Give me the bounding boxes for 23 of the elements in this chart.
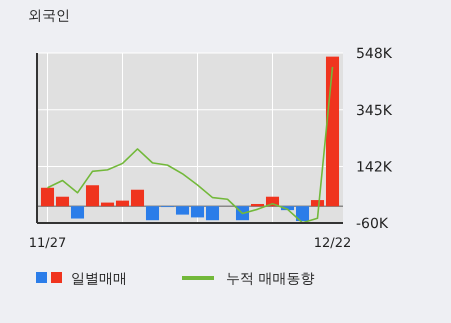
bar [190,206,204,218]
bar [296,206,310,222]
legend-label: 누적 매매동향 [226,271,314,287]
bar [326,56,340,206]
y-tick-label: 142K [356,160,393,176]
y-tick-label: 548K [356,46,393,62]
bar [146,206,160,220]
bar [206,206,220,220]
y-tick-label: -60K [356,216,389,232]
legend-label: 일별매매 [71,271,127,287]
chart-title: 외국인 [28,8,70,24]
x-tick-label: 11/27 [28,236,66,251]
y-tick-label: 345K [356,102,393,119]
bar [130,190,144,206]
line-series [46,66,334,224]
bar [176,206,190,215]
bar [116,200,130,206]
bar [86,185,100,206]
bar [40,188,54,206]
bar [100,202,114,206]
bar [70,206,84,219]
x-tick-label: 12/22 [314,236,352,251]
bar [56,196,70,206]
